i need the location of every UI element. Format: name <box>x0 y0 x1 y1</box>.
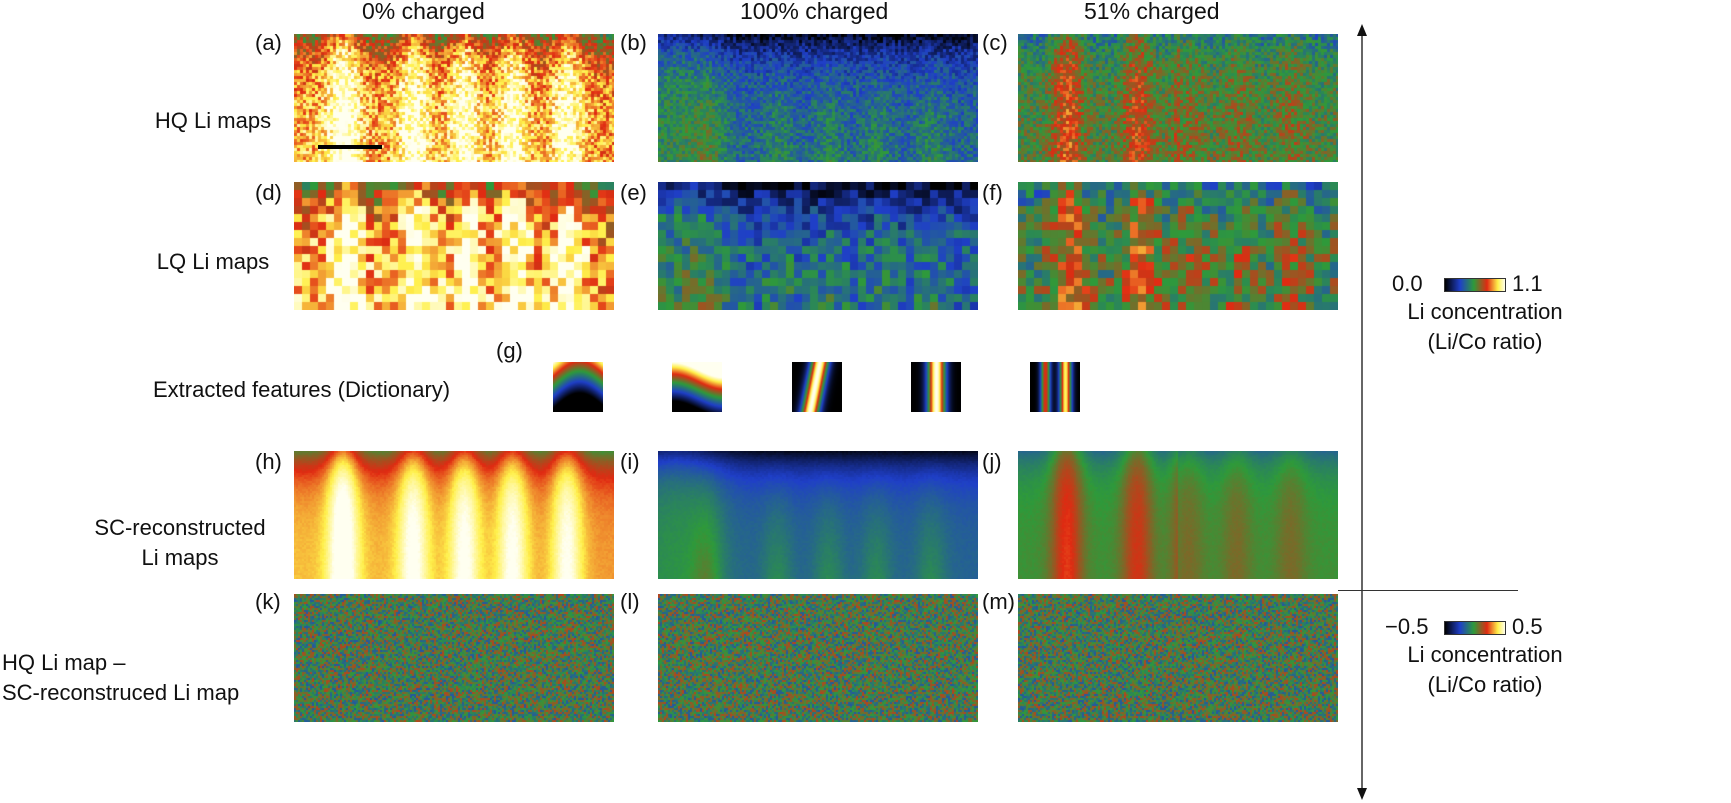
scale-bar <box>318 145 382 149</box>
map-panel-l <box>658 594 978 722</box>
colorbar-bottom-title-line2: (Li/Co ratio) <box>1427 672 1543 697</box>
panel-label-d: (d) <box>255 180 282 205</box>
panel-label-k: (k) <box>255 589 281 614</box>
row-label-diff: HQ Li map – SC-reconstruced Li map <box>2 648 239 708</box>
dictionary-feature-3 <box>792 362 842 412</box>
row-label-lq: LQ Li maps <box>156 249 270 274</box>
panel-label-e: (e) <box>620 180 647 205</box>
colorbar-top-min: 0.0 <box>1392 271 1423 296</box>
row-label-dictionary: Extracted features (Dictionary) <box>153 377 451 402</box>
map-panel-a <box>294 34 614 162</box>
column-header-1: 100% charged <box>740 0 889 24</box>
row-label-hq: HQ Li maps <box>154 108 272 133</box>
panel-label-j: (j) <box>982 449 1002 474</box>
map-panel-m <box>1018 594 1338 722</box>
map-panel-c <box>1018 34 1338 162</box>
colorbar-bottom <box>1444 621 1506 635</box>
panel-label-f: (f) <box>982 180 1003 205</box>
map-panel-i <box>658 451 978 579</box>
panel-label-h: (h) <box>255 449 282 474</box>
row-label-sc-line2: Li maps <box>141 545 219 570</box>
panel-label-a: (a) <box>255 30 282 55</box>
colorbar-top-title-line1: Li concentration <box>1407 299 1563 324</box>
colorbar-bottom-title-line1: Li concentration <box>1407 642 1563 667</box>
row-label-sc-line1: SC-reconstructed <box>94 515 266 540</box>
map-panel-j <box>1018 451 1338 579</box>
colorbar-bottom-title: Li concentration (Li/Co ratio) <box>1385 640 1585 700</box>
panel-label-c: (c) <box>982 30 1008 55</box>
column-header-0: 0% charged <box>362 0 485 24</box>
dictionary-feature-2 <box>672 362 722 412</box>
dictionary-feature-1 <box>553 362 603 412</box>
dictionary-feature-5 <box>1030 362 1080 412</box>
colorbar-top-max: 1.1 <box>1512 271 1543 296</box>
map-panel-h <box>294 451 614 579</box>
panel-label-i: (i) <box>620 449 640 474</box>
colorbar-bottom-max: 0.5 <box>1512 614 1543 639</box>
panel-label-m: (m) <box>982 589 1015 614</box>
row-label-diff-line2: SC-reconstruced Li map <box>2 680 240 705</box>
divider-line <box>1338 590 1518 591</box>
map-panel-e <box>658 182 978 310</box>
row-label-diff-line1: HQ Li map – <box>2 650 126 675</box>
row-label-sc: SC-reconstructed Li maps <box>60 513 300 573</box>
map-panel-b <box>658 34 978 162</box>
panel-label-g: (g) <box>496 338 523 363</box>
panel-label-l: (l) <box>620 589 640 614</box>
panel-label-b: (b) <box>620 30 647 55</box>
vertical-arrow <box>1357 24 1367 800</box>
column-header-2: 51% charged <box>1084 0 1220 24</box>
colorbar-top-title: Li concentration (Li/Co ratio) <box>1385 297 1585 357</box>
colorbar-top-title-line2: (Li/Co ratio) <box>1427 329 1543 354</box>
colorbar-top <box>1444 278 1506 292</box>
colorbar-bottom-min: −0.5 <box>1385 614 1429 639</box>
dictionary-feature-4 <box>911 362 961 412</box>
map-panel-f <box>1018 182 1338 310</box>
map-panel-k <box>294 594 614 722</box>
map-panel-d <box>294 182 614 310</box>
